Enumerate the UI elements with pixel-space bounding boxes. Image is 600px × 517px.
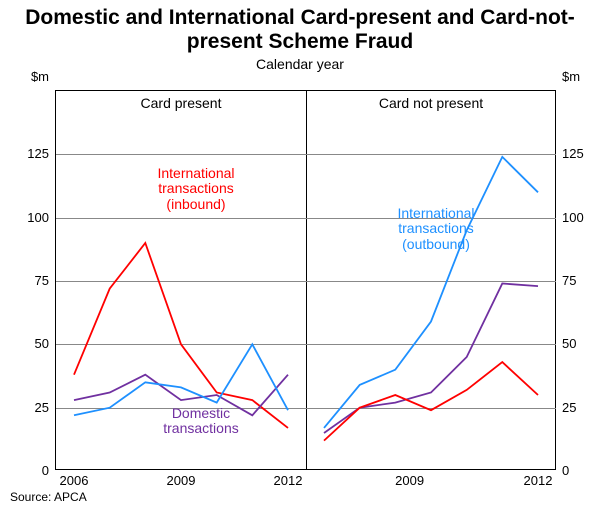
series-line: [324, 362, 538, 441]
chart-title: Domestic and International Card-present …: [0, 0, 600, 54]
ytick-right: 75: [562, 273, 600, 288]
ytick-left: 50: [9, 336, 49, 351]
series-line: [74, 243, 288, 428]
series-line: [324, 284, 538, 434]
xtick: 2006: [60, 473, 89, 488]
xtick: 2012: [274, 473, 303, 488]
ytick-right: 125: [562, 146, 600, 161]
panel-label-right: Card not present: [306, 95, 556, 111]
label-intl-inbound: International transactions (inbound): [141, 166, 251, 212]
ytick-right: 50: [562, 336, 600, 351]
label-intl-outbound: International transactions (outbound): [381, 206, 491, 252]
ytick-right: 100: [562, 210, 600, 225]
xtick: 2009: [167, 473, 196, 488]
y-axis-unit-right: $m: [562, 69, 600, 84]
panel-label-left: Card present: [56, 95, 306, 111]
xtick: 2012: [524, 473, 553, 488]
y-axis-unit-left: $m: [9, 69, 49, 84]
ytick-left: 125: [9, 146, 49, 161]
ytick-left: 0: [9, 463, 49, 478]
ytick-left: 100: [9, 210, 49, 225]
ytick-right: 25: [562, 400, 600, 415]
ytick-left: 25: [9, 400, 49, 415]
xtick: 2009: [395, 473, 424, 488]
chart-subtitle: Calendar year: [0, 56, 600, 72]
plot-area: Card present Card not present 0255075100…: [55, 90, 555, 470]
source-text: Source: APCA: [10, 490, 87, 504]
ytick-left: 75: [9, 273, 49, 288]
series-line: [324, 157, 538, 428]
ytick-right: 0: [562, 463, 600, 478]
label-domestic: Domestic transactions: [146, 406, 256, 437]
